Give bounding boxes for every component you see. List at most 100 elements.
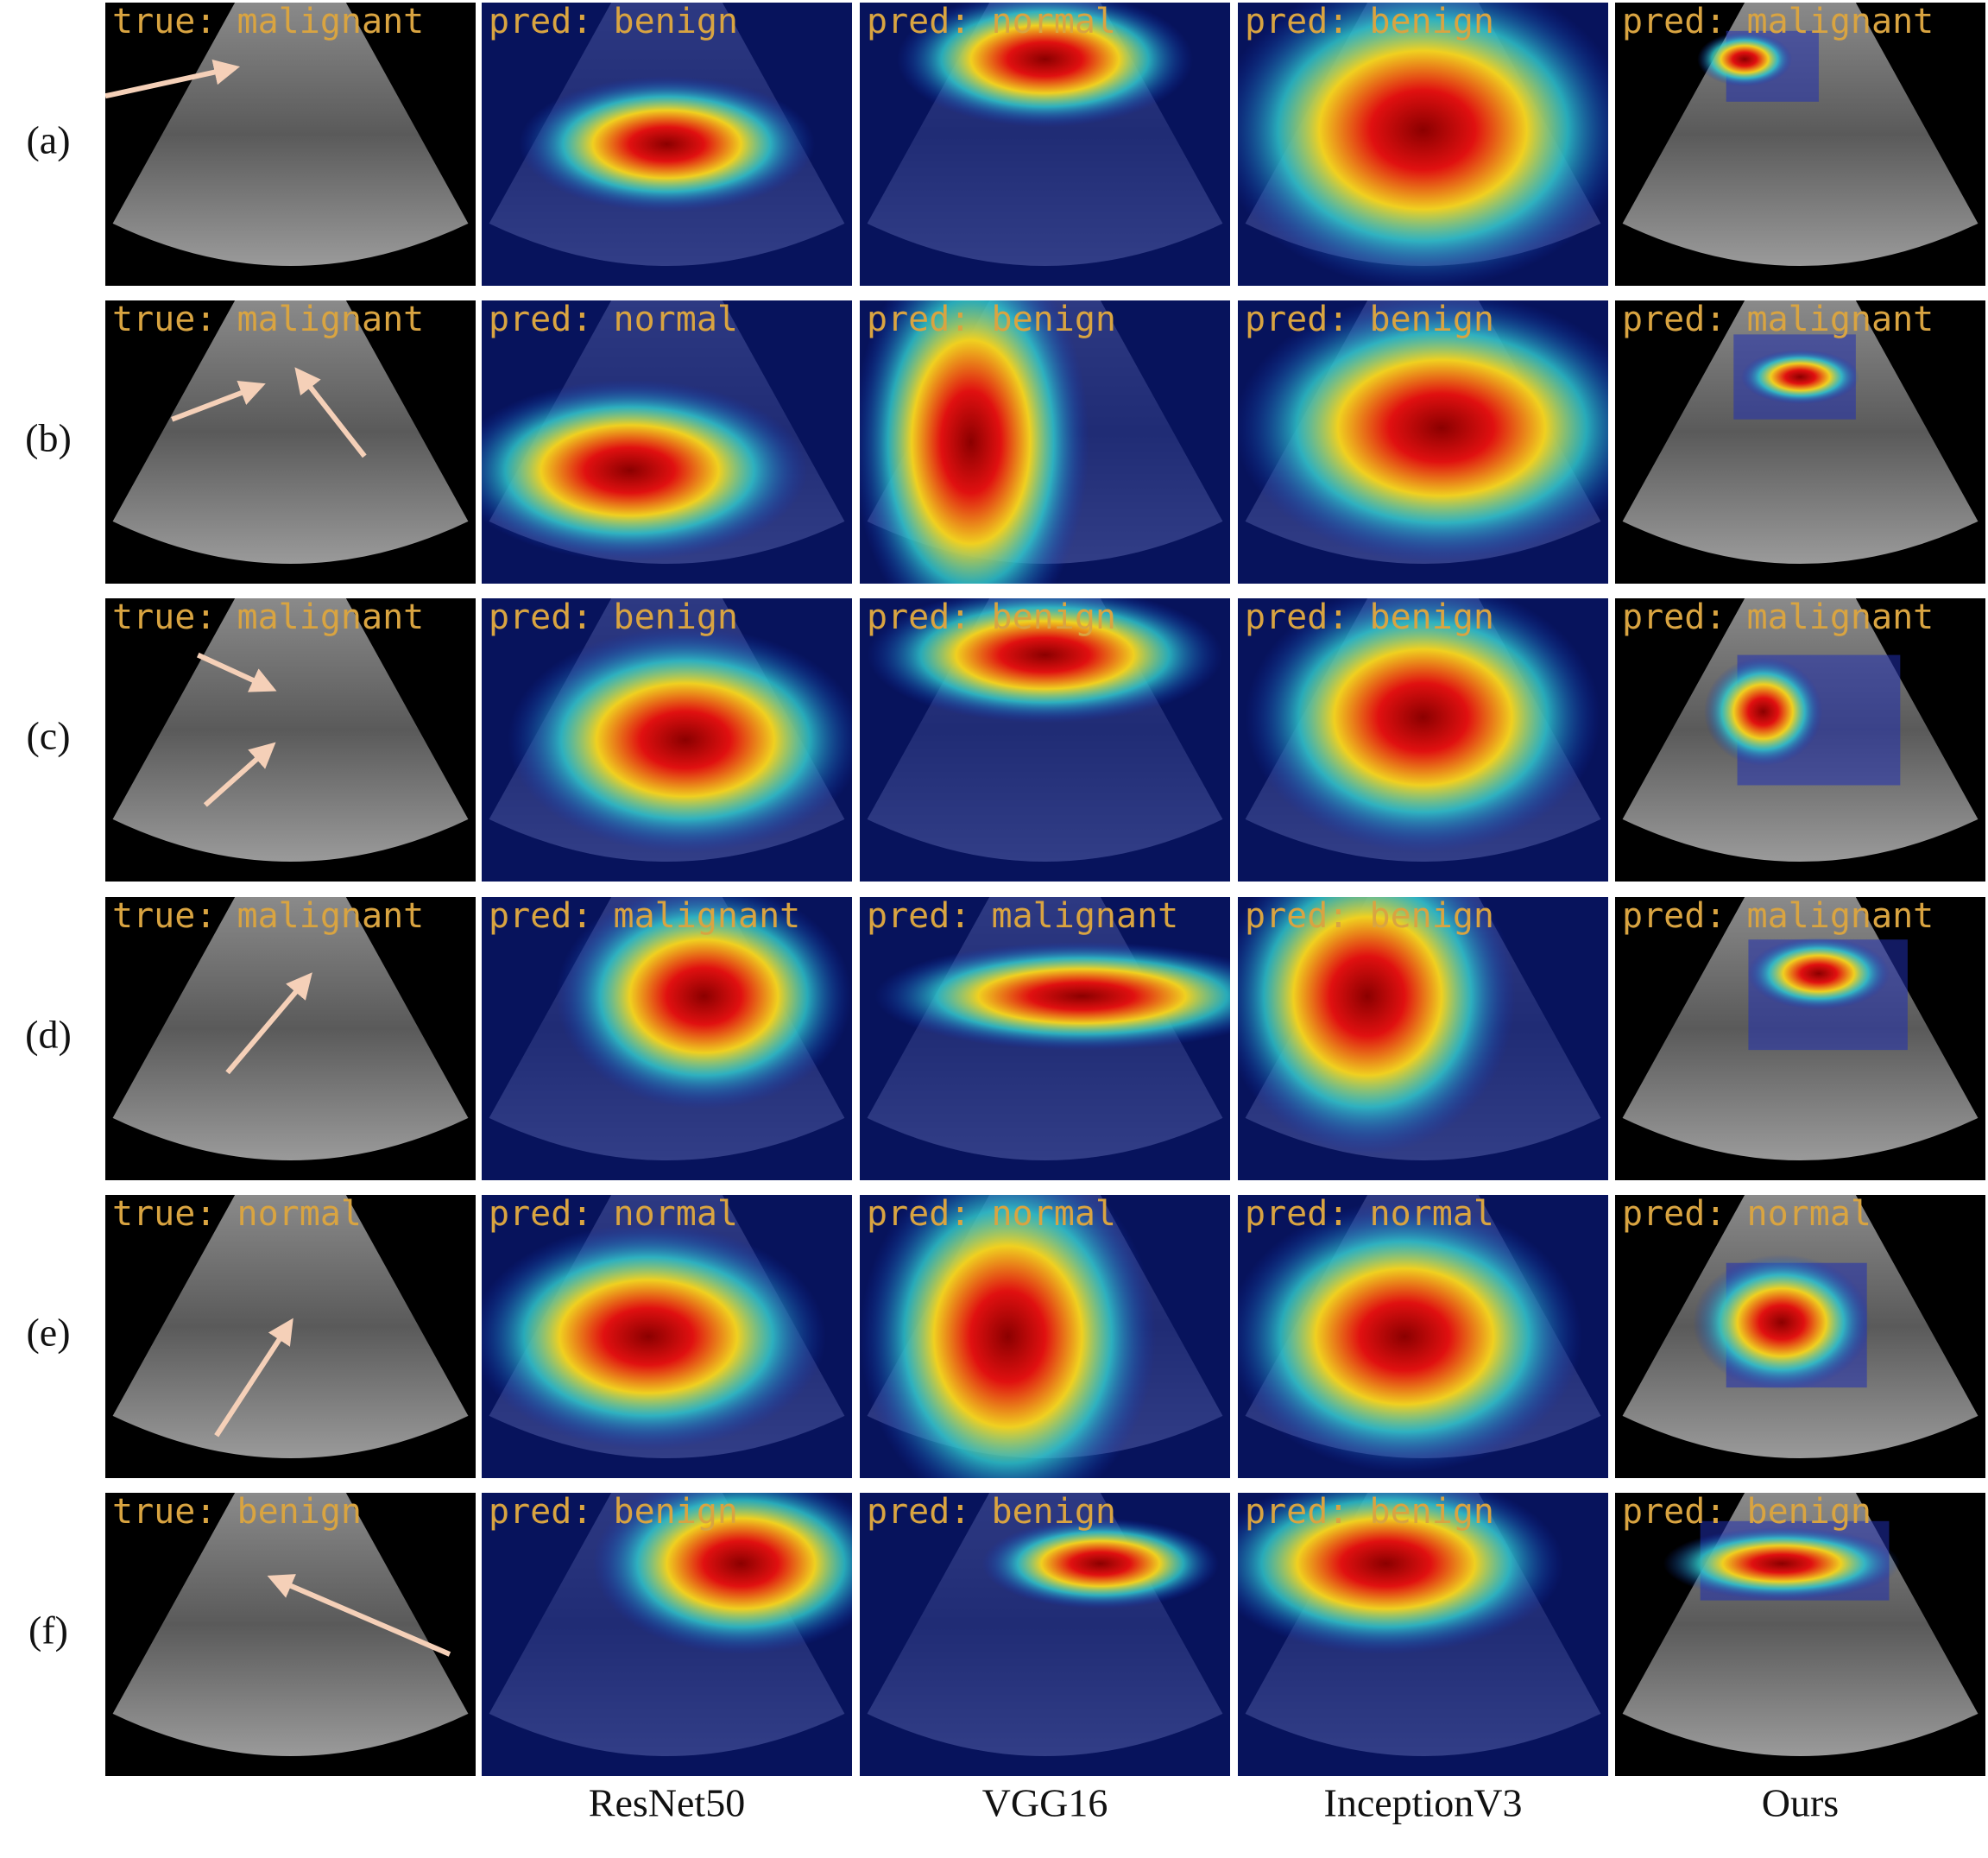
column-header: VGG16 — [982, 1781, 1108, 1825]
cell-label: pred: benign — [1622, 1492, 1871, 1532]
image-cell: pred: benign — [860, 1492, 1230, 1776]
cell-label: pred: benign — [1245, 896, 1494, 936]
image-cell: pred: benign — [482, 1492, 852, 1776]
heatmap — [860, 1195, 1157, 1478]
ultrasound-fan — [112, 897, 469, 1161]
cell-label: pred: malignant — [489, 896, 800, 936]
arrow — [214, 1318, 293, 1438]
image-cell: pred: normal — [860, 2, 1230, 286]
row-label: (f) — [28, 1608, 68, 1653]
cell-label: pred: normal — [867, 1194, 1116, 1234]
heatmap — [874, 941, 1230, 1051]
heatmap — [592, 1493, 852, 1654]
image-cell: pred: malignant — [1615, 597, 1985, 882]
image-cell: true: malignant — [105, 597, 476, 882]
cell-label: pred: benign — [867, 597, 1116, 637]
cell-label: pred: normal — [489, 1194, 738, 1234]
arrow — [294, 367, 367, 458]
image-cell: pred: malignant — [1615, 300, 1985, 584]
arrow — [267, 1574, 451, 1657]
heatmap — [508, 626, 852, 854]
heatmap — [555, 897, 852, 1109]
cell-label: pred: normal — [489, 300, 738, 339]
image-cell: pred: normal — [482, 300, 852, 584]
heatmap — [1238, 897, 1516, 1155]
heatmap — [1740, 350, 1860, 405]
row-label: (b) — [25, 416, 72, 460]
arrow — [203, 742, 276, 807]
row-label: (e) — [26, 1311, 70, 1355]
ultrasound-fan — [112, 300, 469, 565]
image-cell: pred: benign — [1615, 1492, 1985, 1776]
cell-label: pred: benign — [867, 1492, 1116, 1532]
image-cell: true: malignant — [105, 300, 476, 584]
image-cell: true: malignant — [105, 2, 476, 286]
arrow — [105, 59, 241, 99]
cell-label: true: benign — [112, 1492, 362, 1532]
row-label: (a) — [26, 118, 70, 162]
arrow — [196, 652, 277, 692]
image-cell: pred: benign — [1238, 2, 1608, 286]
image-cell: pred: benign — [1238, 896, 1608, 1180]
image-cell: pred: benign — [1238, 300, 1608, 584]
arrow — [171, 380, 266, 422]
image-cell: pred: malignant — [1615, 896, 1985, 1180]
cell-label: pred: benign — [1245, 1492, 1494, 1532]
heatmap — [1747, 937, 1890, 1010]
heatmap — [518, 76, 816, 212]
cell-label: pred: benign — [867, 300, 1116, 339]
cell-label: true: malignant — [112, 2, 424, 41]
image-cell: pred: benign — [482, 2, 852, 286]
cell-label: pred: malignant — [1622, 597, 1934, 637]
image-cell: pred: benign — [860, 300, 1230, 584]
heatmap — [1663, 1527, 1901, 1600]
cell-label: pred: normal — [1245, 1194, 1494, 1234]
cell-label: true: normal — [112, 1194, 362, 1234]
image-cell: true: normal — [105, 1194, 476, 1478]
heatmap — [860, 300, 1089, 584]
heatmap — [1238, 300, 1608, 564]
heatmap — [1697, 32, 1793, 87]
heatmap — [1238, 1200, 1582, 1473]
row-label: (d) — [25, 1013, 72, 1057]
cell-label: pred: normal — [1622, 1194, 1871, 1234]
heatmap — [896, 3, 1194, 128]
ultrasound-fan — [112, 3, 469, 267]
ultrasound-fan — [112, 1493, 469, 1757]
image-cell: pred: malignant — [482, 896, 852, 1180]
image-cell: pred: normal — [1615, 1194, 1985, 1478]
cell-label: pred: benign — [1245, 300, 1494, 339]
heatmap — [867, 598, 1223, 724]
image-cell: true: malignant — [105, 897, 476, 1180]
cell-label: pred: malignant — [867, 896, 1178, 936]
image-cell: pred: malignant — [860, 896, 1230, 1180]
image-cell: pred: benign — [860, 597, 1230, 882]
image-cell: pred: benign — [1238, 1492, 1608, 1776]
image-cell: pred: normal — [1238, 1194, 1608, 1478]
image-cell: pred: normal — [860, 1194, 1230, 1478]
cell-label: pred: benign — [1245, 2, 1494, 41]
row-label: (c) — [26, 714, 70, 758]
ultrasound-fan — [112, 598, 469, 863]
cell-label: pred: normal — [867, 2, 1116, 41]
heatmap — [1703, 657, 1823, 767]
image-cell: pred: malignant — [1615, 3, 1985, 286]
cell-label: true: malignant — [112, 300, 424, 339]
image-cell: pred: benign — [1238, 598, 1608, 882]
cell-label: true: malignant — [112, 597, 424, 637]
image-cell: pred: normal — [482, 1194, 852, 1478]
cell-label: pred: benign — [489, 1492, 738, 1532]
cell-label: pred: malignant — [1622, 896, 1934, 936]
column-header: Ours — [1762, 1781, 1839, 1825]
column-header: InceptionV3 — [1324, 1781, 1523, 1825]
cell-label: pred: benign — [489, 2, 738, 41]
heatmap — [1245, 598, 1601, 854]
cell-label: pred: benign — [489, 597, 738, 637]
column-header: ResNet50 — [589, 1781, 745, 1825]
image-cell: true: benign — [105, 1492, 476, 1776]
heatmap — [1238, 1493, 1564, 1654]
cell-label: pred: malignant — [1622, 300, 1934, 339]
ultrasound-fan — [1622, 300, 1979, 565]
heatmap — [482, 379, 808, 561]
